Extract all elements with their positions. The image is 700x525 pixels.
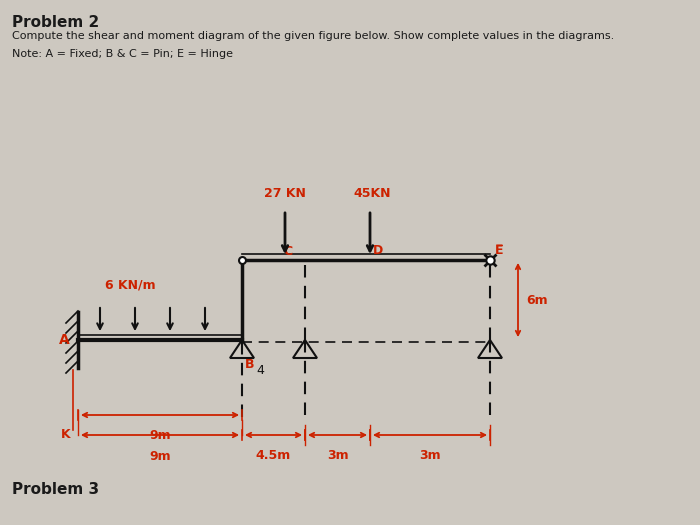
Text: D: D: [373, 244, 384, 257]
Text: 6 KN/m: 6 KN/m: [105, 279, 155, 292]
Text: 27 KN: 27 KN: [264, 187, 306, 200]
Text: K: K: [60, 428, 70, 442]
Text: E̅: E̅: [495, 244, 503, 257]
Text: 3m: 3m: [327, 449, 349, 462]
Text: Problem 3: Problem 3: [12, 482, 99, 497]
Text: A: A: [59, 333, 69, 347]
Text: C: C: [284, 245, 293, 258]
Text: 3m: 3m: [419, 449, 441, 462]
Text: 4: 4: [256, 363, 264, 376]
Text: Problem 2: Problem 2: [12, 15, 99, 30]
Text: 9m: 9m: [149, 450, 171, 463]
Text: 45KN: 45KN: [354, 187, 391, 200]
Text: 6m: 6m: [526, 293, 547, 307]
Text: Compute the shear and moment diagram of the given figure below. Show complete va: Compute the shear and moment diagram of …: [12, 31, 615, 41]
Text: B: B: [245, 358, 255, 371]
Text: 4.5m: 4.5m: [256, 449, 291, 462]
Text: Note: A = Fixed; B & C = Pin; E = Hinge: Note: A = Fixed; B & C = Pin; E = Hinge: [12, 49, 233, 59]
Text: 9m: 9m: [149, 429, 171, 442]
